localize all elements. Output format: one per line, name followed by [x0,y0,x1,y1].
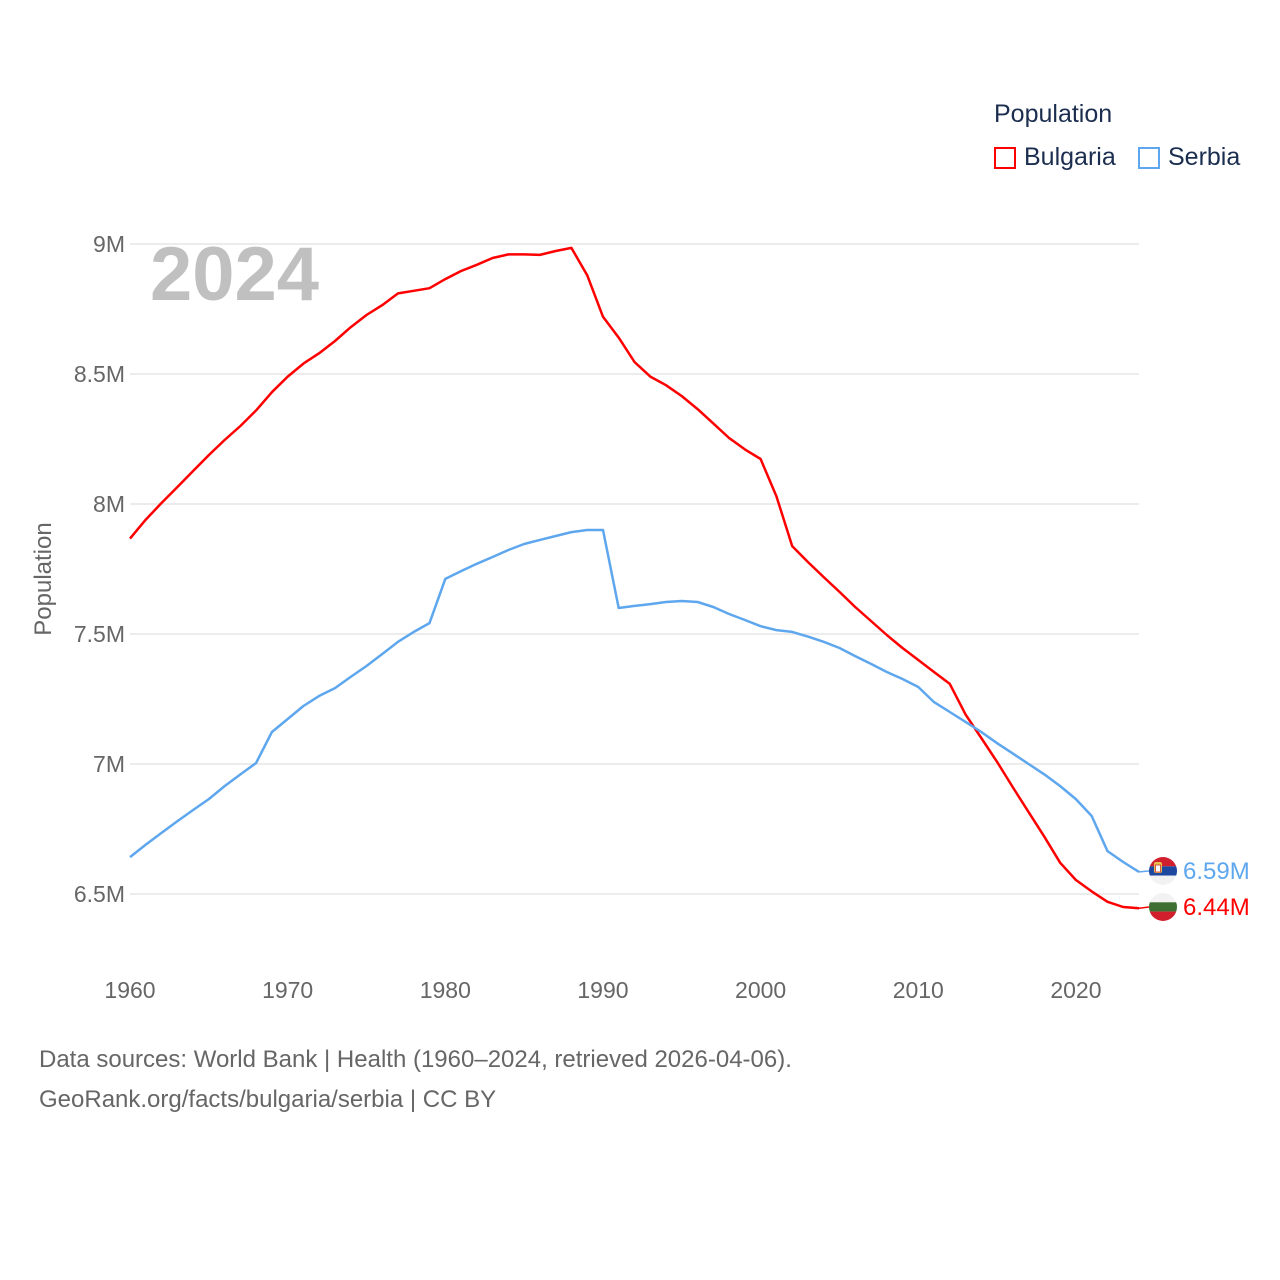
x-tick-label: 2010 [893,977,944,1003]
x-tick-label: 2020 [1050,977,1101,1003]
legend-item-serbia[interactable]: Serbia [1138,143,1240,172]
bulgaria-flag-icon [1149,893,1177,921]
y-tick-label: 8M [93,491,125,517]
footer-link[interactable]: GeoRank.org/facts/bulgaria/serbia | CC B… [39,1086,497,1113]
serbia-flag-icon [1149,857,1177,885]
y-tick-label: 8.5M [74,361,125,387]
legend-swatch-bulgaria [994,146,1016,169]
year-watermark: 2024 [150,232,319,317]
y-tick-label: 7M [93,751,125,777]
legend-title: Population [994,100,1113,128]
footer-sources: Data sources: World Bank | Health (1960–… [39,1046,792,1073]
x-tick-label: 1980 [420,977,471,1003]
y-tick-label: 6.5M [74,881,125,907]
y-tick-label: 7.5M [74,621,125,647]
y-tick-label: 9M [93,231,125,257]
legend-swatch-serbia [1138,146,1160,169]
end-connector [1138,906,1150,910]
series-line-serbia[interactable] [129,528,1140,873]
legend-label-bulgaria: Bulgaria [1024,143,1116,171]
legend-label-serbia: Serbia [1168,143,1241,171]
y-axis-label: Population [30,522,57,635]
legend-item-bulgaria[interactable]: Bulgaria [994,143,1116,172]
x-tick-label: 2000 [735,977,786,1003]
end-value-label-bulgaria: 6.44M [1183,894,1250,921]
end-value-label-serbia: 6.59M [1183,858,1250,885]
series-line-bulgaria[interactable] [129,246,1140,910]
end-connector [1138,870,1150,873]
x-tick-label: 1990 [577,977,628,1003]
x-tick-label: 1960 [104,977,155,1003]
x-tick-label: 1970 [262,977,313,1003]
